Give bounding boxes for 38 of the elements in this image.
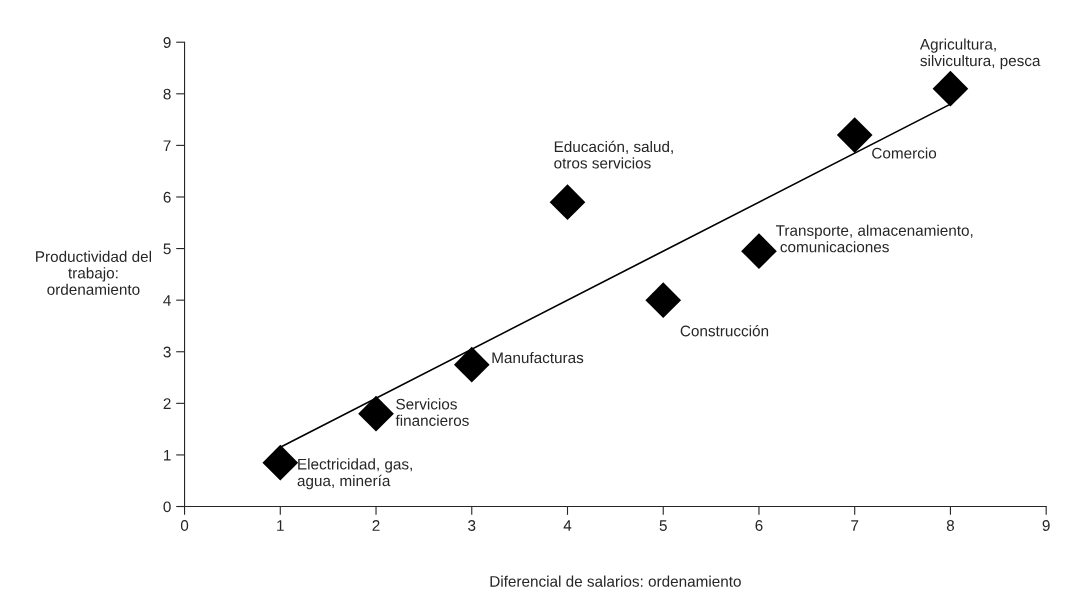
point [453,346,490,383]
annotation: Manufacturas [492,351,584,364]
point [549,184,586,220]
y-tick-label: 2 [163,398,171,409]
y-tick-label: 6 [163,191,171,203]
point [358,395,394,432]
y-tick-label: 4 [163,295,171,306]
x-tick-label: 3 [468,520,476,531]
annotation: Servicios financieros [395,398,469,426]
point [645,282,682,318]
x-tick-label: 8 [946,520,955,531]
annotation: Construcción [680,324,769,337]
y-axis-title: Productividad del trabajo: ordenamiento [36,250,151,295]
point [262,444,299,481]
x-axis-title: Diferencial de salarios: ordenamiento [490,575,741,587]
annotation: Transporte, almacenamiento, comunicaciones [775,224,973,253]
y-tick-label: 8 [163,88,171,100]
x-tick-label: 5 [659,520,667,531]
x-tick-label: 4 [563,520,572,531]
annotation: Electricidad, gas, agua, minería [297,458,412,490]
point [741,233,777,269]
x-tick-label: 2 [372,520,380,531]
x-tick-label: 0 [180,520,189,531]
y-tick-label: 9 [163,37,171,48]
y-tick-label: 7 [163,140,171,151]
x-tick-label: 6 [755,520,763,531]
annotation: Comercio [872,147,937,159]
y-tick-label: 1 [164,449,171,461]
x-tick-label: 9 [1042,520,1050,531]
x-tick-label: 1 [277,520,284,531]
x-tick-label: 7 [851,520,859,531]
point [836,117,873,153]
annotation: Agricultura, silvicultura, pesca [919,38,1041,70]
y-tick-label: 3 [163,346,171,358]
y-tick-label: 5 [163,243,171,255]
point [932,70,969,107]
y-tick-label: 0 [163,501,171,513]
annotation: Educación, salud, otros servicios [554,140,673,169]
